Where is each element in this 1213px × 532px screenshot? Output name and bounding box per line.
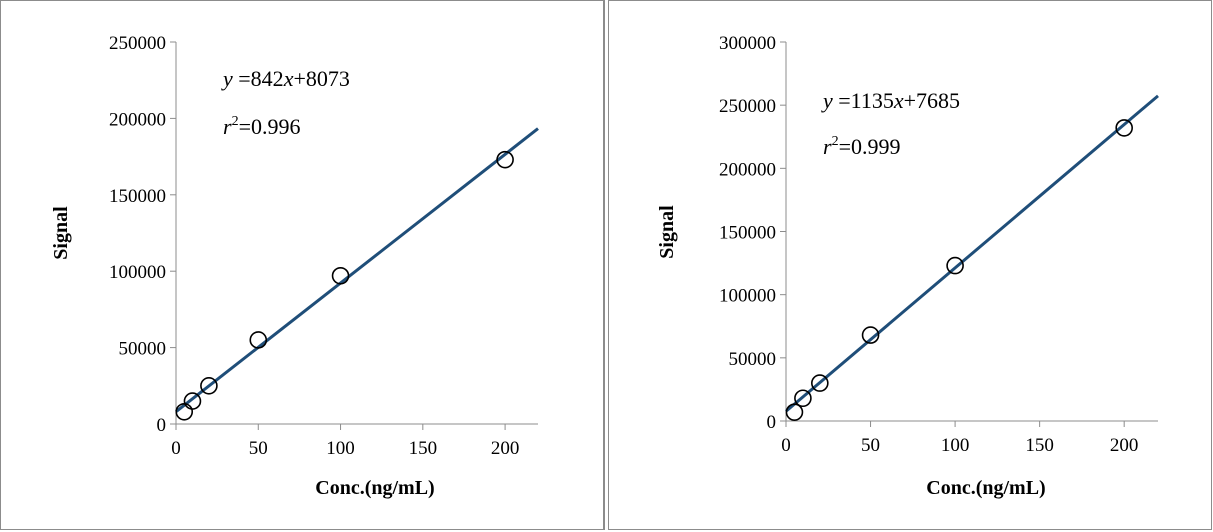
right-y-tick-label: 150000 xyxy=(719,223,776,244)
left-y-tick-label: 100000 xyxy=(109,262,166,283)
left-eq-intercept: +8073 xyxy=(293,66,349,91)
right-data-point xyxy=(785,403,804,421)
right-y-tick-label: 200000 xyxy=(719,159,776,180)
right-eq-y-var: y xyxy=(821,88,833,113)
right-equation: y =1135x+7685 xyxy=(821,88,960,113)
left-data-point xyxy=(183,392,202,410)
left-r2-value: =0.996 xyxy=(239,114,301,139)
right-r2-var: r xyxy=(823,134,832,159)
right-fit-line xyxy=(785,94,1159,413)
chart-left-svg: 0 50000 100000 150000 200000 250000 0 50 100 150 2… xyxy=(50,33,539,499)
left-y-tick-label: 50000 xyxy=(119,339,167,360)
chart-right-svg: 0 50000 100000 150000 200000 250000 300000 0 50 1… xyxy=(656,33,1159,499)
right-x-axis-title: Conc.(ng/mL) xyxy=(926,477,1045,499)
panel-divider xyxy=(604,0,608,530)
left-x-tick-label: 50 xyxy=(249,438,268,459)
right-data-point xyxy=(1115,119,1133,137)
left-eq-y-var: y xyxy=(221,66,233,91)
right-y-axis-title: Signal xyxy=(656,205,678,259)
left-data-point xyxy=(200,376,218,395)
left-y-tick-label: 250000 xyxy=(109,33,166,54)
right-data-point xyxy=(861,326,880,344)
right-y-tick-label: 0 xyxy=(767,412,777,433)
left-r2-sup: 2 xyxy=(232,114,239,129)
right-r-squared: r2=0.999 xyxy=(823,134,900,159)
right-data-point xyxy=(811,374,829,392)
left-x-tick-label: 150 xyxy=(409,438,438,459)
left-data-point xyxy=(331,266,350,285)
left-fit-line xyxy=(175,127,539,413)
left-x-axis-title: Conc.(ng/mL) xyxy=(315,477,434,499)
right-x-tick-label: 200 xyxy=(1110,435,1139,456)
right-eq-slope: =1135 xyxy=(833,88,894,113)
right-y-tick-label: 50000 xyxy=(729,349,777,370)
chart-panel-right: 0 50000 100000 150000 200000 250000 300000 0 50 1… xyxy=(608,0,1212,530)
right-x-tick-label: 0 xyxy=(781,435,791,456)
left-x-tick-label: 0 xyxy=(171,438,181,459)
left-data-point xyxy=(496,150,514,169)
right-y-tick-label: 250000 xyxy=(719,96,776,117)
left-x-tick-label: 100 xyxy=(326,438,355,459)
right-x-tick-label: 150 xyxy=(1025,435,1054,456)
right-r2-value: =0.999 xyxy=(839,134,901,159)
left-r-squared: r2=0.996 xyxy=(223,114,300,139)
right-data-point xyxy=(794,389,812,408)
left-data-point xyxy=(249,331,268,349)
right-y-tick-label: 300000 xyxy=(719,33,776,54)
left-eq-x-var: x xyxy=(283,66,294,91)
right-eq-x-var: x xyxy=(893,88,904,113)
right-data-point xyxy=(946,256,964,275)
left-eq-slope: =842 xyxy=(233,66,284,91)
left-y-tick-label: 200000 xyxy=(109,109,166,130)
right-r2-sup: 2 xyxy=(832,134,839,149)
right-eq-intercept: +7685 xyxy=(904,88,960,113)
left-equation: y =842x+8073 xyxy=(221,66,350,91)
left-r2-var: r xyxy=(223,114,232,139)
left-y-tick-label: 0 xyxy=(157,415,167,436)
left-y-tick-label: 150000 xyxy=(109,186,166,207)
left-x-tick-label: 200 xyxy=(491,438,520,459)
right-y-tick-label: 100000 xyxy=(719,286,776,307)
chart-panel-left: 0 50000 100000 150000 200000 250000 0 50 100 150 2… xyxy=(0,0,604,530)
right-x-tick-label: 100 xyxy=(941,435,970,456)
right-x-tick-label: 50 xyxy=(861,435,880,456)
left-y-axis-title: Signal xyxy=(50,206,72,260)
